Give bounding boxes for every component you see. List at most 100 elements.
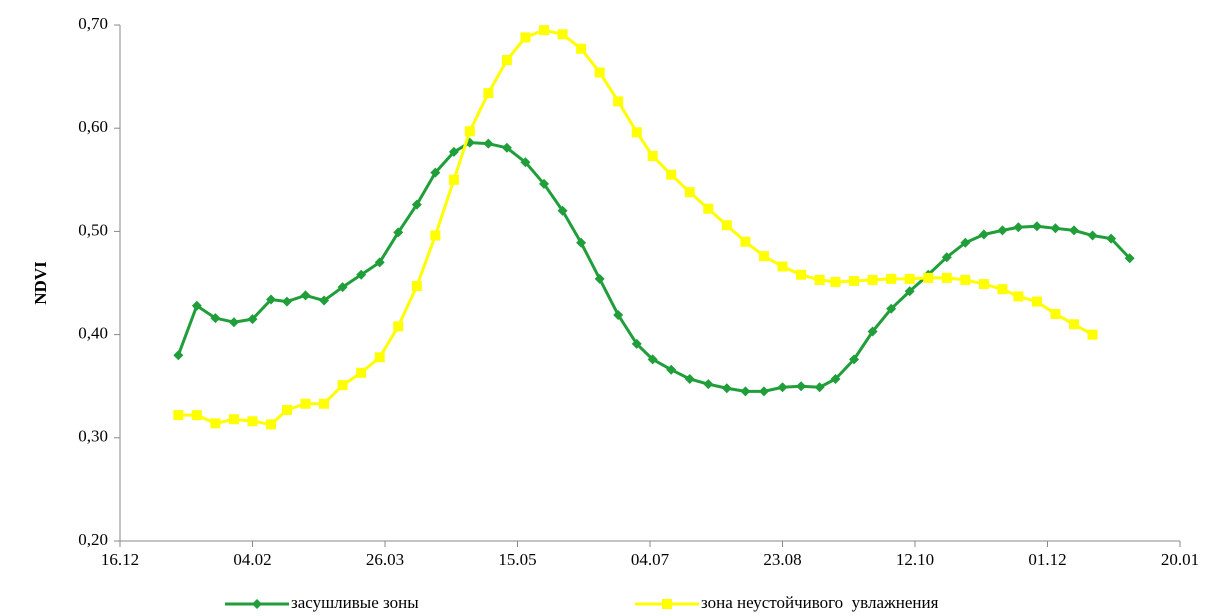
point <box>1069 225 1079 236</box>
x-tick-label: 20.01 <box>1161 550 1199 569</box>
point <box>557 205 568 216</box>
point <box>430 230 441 241</box>
y-tick-label: 0,20 <box>78 530 108 549</box>
point <box>684 187 695 198</box>
point <box>904 286 915 297</box>
point <box>576 237 587 248</box>
point <box>539 25 549 36</box>
point <box>647 354 658 365</box>
point <box>703 203 714 214</box>
point <box>210 313 221 324</box>
y-tick-label: 0,40 <box>78 324 108 343</box>
point <box>1087 329 1098 340</box>
point <box>941 272 952 283</box>
point <box>576 43 587 54</box>
point <box>758 386 769 397</box>
point <box>483 88 494 99</box>
point <box>613 309 624 320</box>
point <box>703 379 714 390</box>
x-tick-label: 16.12 <box>101 550 139 569</box>
point <box>520 32 531 43</box>
point <box>886 303 897 314</box>
point <box>978 229 989 240</box>
point <box>777 382 788 393</box>
point <box>997 225 1008 236</box>
point <box>941 252 952 263</box>
point <box>228 317 239 328</box>
point <box>978 279 989 290</box>
point <box>228 414 239 425</box>
point <box>758 251 769 262</box>
x-tick-label: 26.03 <box>366 550 404 569</box>
point <box>904 273 915 284</box>
series-line <box>178 28 1094 426</box>
point <box>411 199 422 210</box>
point <box>483 138 494 149</box>
y-tick-label: 0,50 <box>78 220 108 239</box>
point <box>520 157 531 168</box>
point <box>1069 319 1079 330</box>
point <box>631 127 642 138</box>
point <box>374 257 385 268</box>
point <box>501 142 512 153</box>
point <box>594 67 605 78</box>
point <box>448 146 459 157</box>
point <box>796 269 807 280</box>
point <box>867 326 878 337</box>
x-tick-label: 15.05 <box>498 550 536 569</box>
point <box>266 294 277 305</box>
legend-marker <box>662 599 672 609</box>
legend-label: засушливые зоны <box>291 593 419 612</box>
point <box>830 373 841 384</box>
x-tick-label: 12.10 <box>896 550 934 569</box>
point <box>721 220 732 231</box>
point <box>960 274 971 285</box>
point <box>684 373 695 384</box>
point <box>393 227 404 238</box>
point <box>266 419 277 430</box>
point <box>191 410 202 421</box>
y-tick-label: 0,70 <box>78 14 108 33</box>
point <box>1031 221 1042 232</box>
point <box>356 269 367 280</box>
point <box>247 416 258 427</box>
point <box>319 398 330 409</box>
point <box>1013 222 1024 233</box>
point <box>1031 296 1042 307</box>
point <box>647 151 658 162</box>
point <box>740 386 751 397</box>
point <box>319 295 330 306</box>
point <box>886 273 897 284</box>
point <box>1013 291 1024 302</box>
point <box>666 364 677 375</box>
y-axis-label: NDVI <box>31 261 50 305</box>
x-tick-label: 04.07 <box>631 550 670 569</box>
point <box>1087 230 1098 241</box>
point <box>613 96 624 107</box>
point <box>997 284 1008 295</box>
point <box>281 404 292 415</box>
point <box>300 398 311 409</box>
point <box>247 314 258 325</box>
point <box>337 380 348 391</box>
point <box>393 321 404 332</box>
point <box>191 300 202 311</box>
point <box>721 383 732 394</box>
point <box>448 174 459 185</box>
point <box>464 126 475 137</box>
point <box>960 237 971 248</box>
series-line <box>176 141 1131 393</box>
legend-label: зона неустойчивого увлажнения <box>701 593 939 612</box>
point <box>740 236 751 247</box>
x-tick-label: 23.08 <box>763 550 801 569</box>
point <box>173 410 184 421</box>
point <box>777 261 788 272</box>
point <box>501 55 512 66</box>
point <box>814 382 825 393</box>
point <box>173 350 184 361</box>
point <box>796 381 807 392</box>
x-tick-label: 04.02 <box>233 550 271 569</box>
point <box>430 167 441 178</box>
x-tick-label: 01.12 <box>1028 550 1066 569</box>
